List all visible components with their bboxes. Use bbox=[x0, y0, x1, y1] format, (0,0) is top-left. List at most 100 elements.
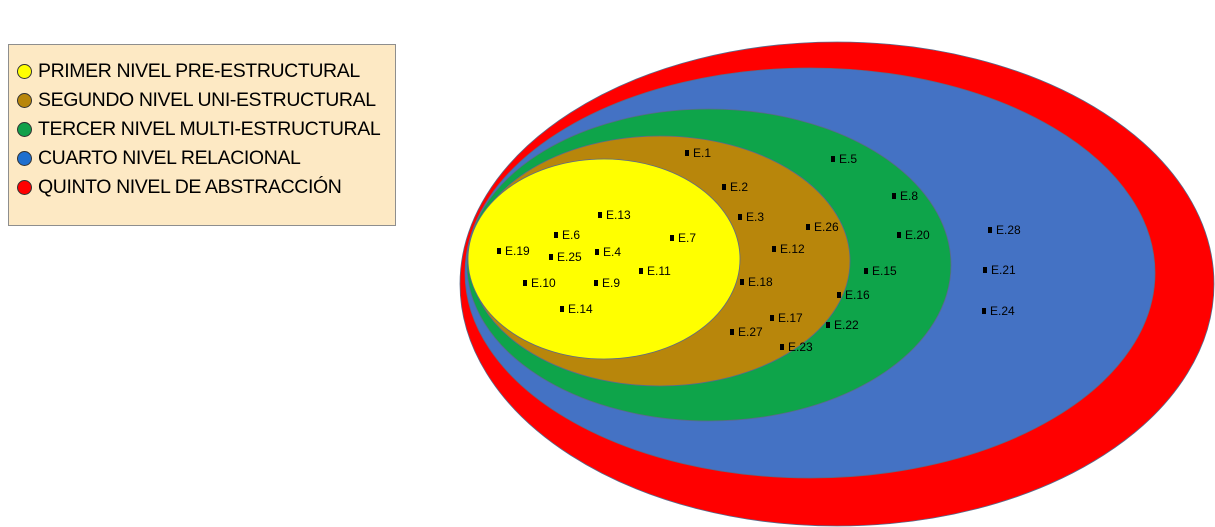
point-label: E.17 bbox=[778, 311, 803, 325]
ellipses-group bbox=[459, 41, 1215, 527]
point-label: E.10 bbox=[531, 276, 556, 290]
point-e-13: E.13 bbox=[598, 208, 631, 222]
point-e-8: E.8 bbox=[892, 189, 918, 203]
point-marker bbox=[730, 329, 734, 335]
legend-label: SEGUNDO NIVEL UNI-ESTRUCTURAL bbox=[38, 89, 376, 111]
point-e-10: E.10 bbox=[523, 276, 556, 290]
point-marker bbox=[780, 344, 784, 350]
point-label: E.14 bbox=[568, 302, 593, 316]
point-e-22: E.22 bbox=[826, 318, 859, 332]
point-e-15: E.15 bbox=[864, 264, 897, 278]
ellipse-primer bbox=[467, 158, 741, 360]
point-e-3: E.3 bbox=[738, 210, 764, 224]
legend-label: QUINTO NIVEL DE ABSTRACCIÓN bbox=[38, 176, 342, 198]
point-label: E.15 bbox=[872, 264, 897, 278]
point-e-20: E.20 bbox=[897, 228, 930, 242]
point-label: E.4 bbox=[603, 245, 621, 259]
point-e-18: E.18 bbox=[740, 275, 773, 289]
point-marker bbox=[892, 193, 896, 199]
point-marker bbox=[772, 246, 776, 252]
legend: PRIMER NIVEL PRE-ESTRUCTURAL SEGUNDO NIVE… bbox=[8, 44, 396, 226]
point-marker bbox=[598, 212, 602, 218]
legend-label: CUARTO NIVEL RELACIONAL bbox=[38, 147, 301, 169]
point-e-6: E.6 bbox=[554, 228, 580, 242]
legend-swatch-segundo bbox=[17, 93, 32, 108]
points-group: E.1 E.2 E.3 E.4 E.5 E.6 E.7 E.8 E.9 E.10 E.11 E.12 E… bbox=[497, 146, 1021, 354]
point-marker bbox=[740, 279, 744, 285]
legend-item-quinto: QUINTO NIVEL DE ABSTRACCIÓN bbox=[17, 173, 395, 202]
point-marker bbox=[837, 292, 841, 298]
point-marker bbox=[864, 268, 868, 274]
point-e-28: E.28 bbox=[988, 223, 1021, 237]
point-label: E.18 bbox=[748, 275, 773, 289]
point-e-21: E.21 bbox=[983, 263, 1016, 277]
point-e-7: E.7 bbox=[670, 231, 696, 245]
point-e-17: E.17 bbox=[770, 311, 803, 325]
point-e-14: E.14 bbox=[560, 302, 593, 316]
point-marker bbox=[826, 322, 830, 328]
legend-item-primer: PRIMER NIVEL PRE-ESTRUCTURAL bbox=[17, 57, 395, 86]
point-marker bbox=[983, 267, 987, 273]
point-label: E.2 bbox=[730, 180, 748, 194]
point-e-12: E.12 bbox=[772, 242, 805, 256]
point-e-9: E.9 bbox=[594, 276, 620, 290]
point-marker bbox=[831, 156, 835, 162]
point-label: E.5 bbox=[839, 152, 857, 166]
point-label: E.12 bbox=[780, 242, 805, 256]
point-e-11: E.11 bbox=[639, 264, 671, 278]
point-e-19: E.19 bbox=[497, 244, 530, 258]
point-label: E.19 bbox=[505, 244, 530, 258]
legend-item-tercer: TERCER NIVEL MULTI-ESTRUCTURAL bbox=[17, 115, 395, 144]
point-label: E.7 bbox=[678, 231, 696, 245]
point-marker bbox=[722, 184, 726, 190]
point-marker bbox=[549, 254, 553, 260]
legend-swatch-quinto bbox=[17, 180, 32, 195]
point-marker bbox=[595, 249, 599, 255]
point-label: E.13 bbox=[606, 208, 631, 222]
point-e-4: E.4 bbox=[595, 245, 621, 259]
legend-label: PRIMER NIVEL PRE-ESTRUCTURAL bbox=[38, 60, 360, 82]
point-label: E.9 bbox=[602, 276, 620, 290]
legend-swatch-primer bbox=[17, 64, 32, 79]
point-label: E.28 bbox=[996, 223, 1021, 237]
point-e-1: E.1 bbox=[685, 146, 711, 160]
legend-swatch-tercer bbox=[17, 122, 32, 137]
legend-swatch-cuarto bbox=[17, 151, 32, 166]
point-label: E.26 bbox=[814, 220, 839, 234]
point-label: E.23 bbox=[788, 340, 813, 354]
point-marker bbox=[738, 214, 742, 220]
point-marker bbox=[594, 280, 598, 286]
point-marker bbox=[770, 315, 774, 321]
point-label: E.8 bbox=[900, 189, 918, 203]
legend-label: TERCER NIVEL MULTI-ESTRUCTURAL bbox=[38, 118, 381, 140]
point-label: E.27 bbox=[738, 325, 763, 339]
point-marker bbox=[982, 308, 986, 314]
point-label: E.1 bbox=[693, 146, 711, 160]
point-marker bbox=[897, 232, 901, 238]
point-marker bbox=[639, 268, 643, 274]
point-label: E.3 bbox=[746, 210, 764, 224]
point-e-16: E.16 bbox=[837, 288, 870, 302]
legend-item-cuarto: CUARTO NIVEL RELACIONAL bbox=[17, 144, 395, 173]
point-label: E.16 bbox=[845, 288, 870, 302]
point-marker bbox=[806, 224, 810, 230]
point-marker bbox=[685, 150, 689, 156]
point-label: E.24 bbox=[990, 304, 1015, 318]
point-e-5: E.5 bbox=[831, 152, 857, 166]
point-label: E.22 bbox=[834, 318, 859, 332]
point-label: E.25 bbox=[557, 250, 582, 264]
point-marker bbox=[670, 235, 674, 241]
point-marker bbox=[554, 232, 558, 238]
point-e-27: E.27 bbox=[730, 325, 763, 339]
point-marker bbox=[497, 248, 501, 254]
point-e-23: E.23 bbox=[780, 340, 813, 354]
point-e-24: E.24 bbox=[982, 304, 1015, 318]
point-label: E.20 bbox=[905, 228, 930, 242]
point-e-2: E.2 bbox=[722, 180, 748, 194]
point-label: E.21 bbox=[991, 263, 1016, 277]
point-e-25: E.25 bbox=[549, 250, 582, 264]
point-marker bbox=[988, 227, 992, 233]
point-marker bbox=[560, 306, 564, 312]
point-marker bbox=[523, 280, 527, 286]
